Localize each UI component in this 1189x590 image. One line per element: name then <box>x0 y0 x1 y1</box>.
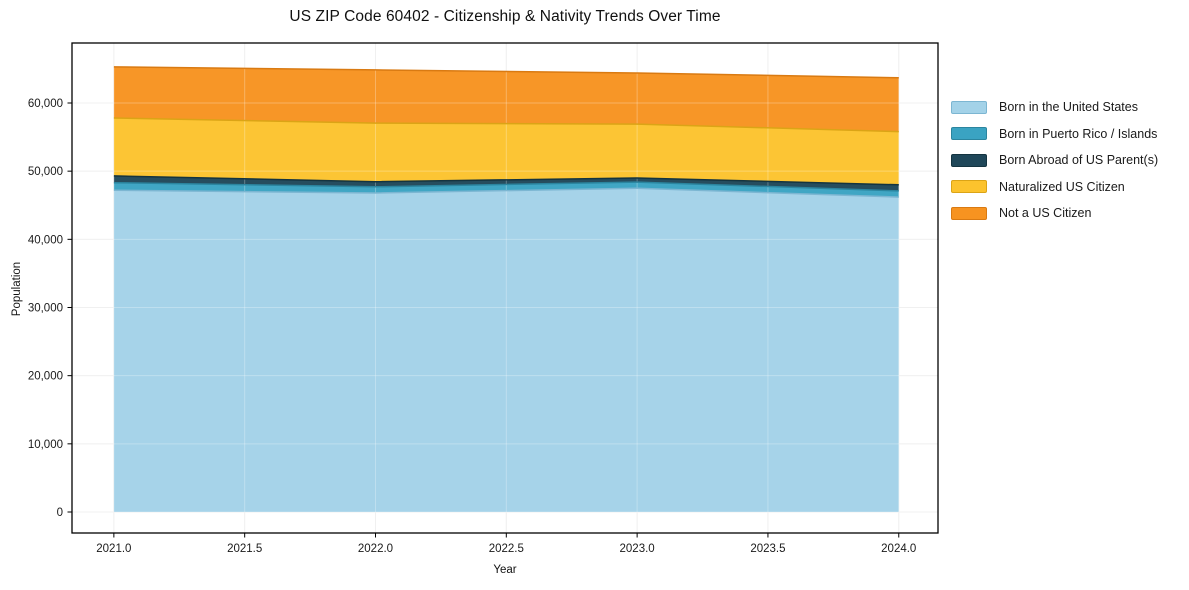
y-tick-label: 50,000 <box>28 166 63 178</box>
area-not-a-us-citizen <box>113 66 899 132</box>
chart-legend: Born in the United States Born in Puerto … <box>951 94 1158 227</box>
plot-border <box>71 42 939 534</box>
x-tick-label: 2023.0 <box>620 543 655 555</box>
y-tick-label: 30,000 <box>28 302 63 314</box>
x-axis-label: Year <box>493 564 517 576</box>
legend-label: Born in Puerto Rico / Islands <box>999 126 1158 141</box>
y-tick-label: 0 <box>57 507 63 519</box>
legend-swatch <box>951 127 987 141</box>
area-edge <box>113 117 899 133</box>
y-tick-label: 60,000 <box>28 98 63 110</box>
chart-title: US ZIP Code 60402 - Citizenship & Nativi… <box>289 8 721 25</box>
legend-item: Born in the United States <box>951 94 1158 121</box>
legend-label: Naturalized US Citizen <box>999 179 1125 194</box>
area-edge <box>113 175 899 186</box>
area-born-in-the-united-states <box>113 188 899 512</box>
legend-item: Born Abroad of US Parent(s) <box>951 147 1158 174</box>
area-edge <box>113 181 899 192</box>
legend-label: Born in the United States <box>999 100 1138 115</box>
legend-label: Not a US Citizen <box>999 206 1092 221</box>
legend-swatch <box>951 206 987 220</box>
y-tick-label: 10,000 <box>28 439 63 451</box>
x-tick-label: 2023.5 <box>750 543 785 555</box>
x-tick-label: 2024.0 <box>881 543 916 555</box>
area-edge <box>113 66 899 79</box>
x-tick-label: 2021.0 <box>96 543 131 555</box>
legend-label: Born Abroad of US Parent(s) <box>999 153 1159 168</box>
x-tick-label: 2022.0 <box>358 543 393 555</box>
area-edge <box>113 187 899 198</box>
legend-item: Naturalized US Citizen <box>951 174 1158 201</box>
x-tick-label: 2022.5 <box>489 543 524 555</box>
area-born-abroad-of-us-parent-s- <box>113 175 899 191</box>
y-tick-label: 20,000 <box>28 371 63 383</box>
legend-item: Not a US Citizen <box>951 200 1158 227</box>
x-tick-label: 2021.5 <box>227 543 262 555</box>
legend-swatch <box>951 180 987 194</box>
area-naturalized-us-citizen <box>113 118 899 185</box>
legend-swatch <box>951 100 987 114</box>
legend-item: Born in Puerto Rico / Islands <box>951 121 1158 148</box>
y-tick-label: 40,000 <box>28 234 63 246</box>
legend-swatch <box>951 153 987 167</box>
